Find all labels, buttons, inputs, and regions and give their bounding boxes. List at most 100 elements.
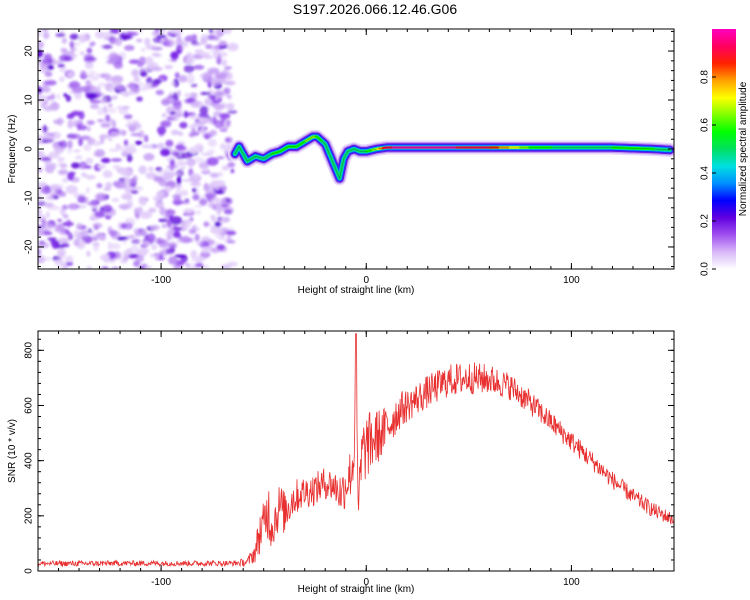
noise-blob [184,218,192,228]
snr-ytick-label: 600 [24,397,35,414]
noise-blob [48,205,61,211]
noise-blob [178,75,188,83]
noise-blob [69,40,75,49]
noise-blob [152,196,162,201]
noise-blob [130,133,142,137]
noise-blob [47,64,54,70]
noise-blob [133,76,140,83]
noise-blob [204,134,210,140]
noise-blob [78,33,89,42]
noise-blob [213,103,224,111]
noise-blob [83,74,95,78]
noise-blob [38,150,45,159]
noise-blob [223,125,229,130]
noise-blob [206,34,216,40]
snr-panel: -100 0 100 0 200 400 600 800 Height of straight… [7,330,675,595]
noise-blob [80,135,91,140]
noise-blob [91,85,97,94]
noise-blob [57,218,62,223]
noise-blob [207,149,216,153]
noise-blob [223,209,233,215]
noise-blob [198,52,211,56]
noise-blob [131,122,142,130]
noise-blob [81,172,88,178]
noise-blob [136,96,143,102]
noise-blob [62,214,69,219]
noise-blob [118,108,129,115]
noise-blob [94,86,101,94]
noise-blob [102,170,113,179]
noise-blob [38,200,47,206]
noise-blob [86,47,93,54]
noise-blob [164,39,175,48]
spectrogram-xtick-label: -100 [151,275,171,286]
snr-ytick-label: 200 [24,507,35,524]
noise-blob [219,113,231,119]
noise-blob [217,29,224,36]
noise-blob [155,89,165,96]
noise-blob [214,185,220,191]
noise-blob [107,103,113,108]
noise-blob [201,152,214,156]
noise-blob [144,38,151,46]
noise-blob [142,242,151,247]
noise-blob [172,102,182,110]
noise-blob [226,94,232,100]
snr-frame [37,330,675,572]
noise-blob [96,232,103,240]
noise-blob [230,43,236,49]
noise-blob [38,248,42,256]
noise-blob [203,55,213,59]
noise-blob [108,148,119,152]
noise-blob [133,228,142,235]
noise-blob [181,152,193,159]
noise-blob [218,236,226,240]
noise-blob [196,242,204,246]
noise-blob [164,208,175,218]
noise-blob [57,245,65,249]
noise-blob [172,231,181,239]
spectrogram-ytick-label: 0 [24,146,35,152]
noise-blob [214,119,225,129]
noise-blob [107,107,117,114]
noise-blob [83,144,92,152]
noise-blob [221,203,229,208]
noise-blob [169,92,174,97]
noise-blob [85,187,90,194]
noise-blob [40,257,52,261]
noise-blob [86,250,91,257]
noise-blob [103,187,112,191]
noise-blob [67,140,73,149]
spectrogram-xlabel: Height of straight line (km) [298,285,415,296]
noise-blob [144,234,149,240]
noise-blob [193,121,205,127]
snr-xlabel: Height of straight line (km) [298,584,415,595]
noise-blob [200,36,208,45]
noise-blob [85,79,92,87]
noise-blob [216,244,226,250]
noise-blob [141,228,148,237]
noise-blob [201,170,211,175]
noise-blob [213,180,226,187]
noise-blob [194,233,200,242]
noise-blob [219,128,228,132]
noise-blob [189,114,198,120]
noise-blob [115,85,126,90]
noise-blob [174,72,180,79]
noise-blob [136,82,145,86]
noise-blob [54,146,65,154]
noise-blob [226,234,232,242]
colorbar: 0.0 0.2 0.4 0.6 0.8 Normalized spectral ampl… [700,29,749,276]
noise-blob [38,135,43,142]
noise-blob [126,83,136,89]
spectrogram-ridge [228,129,674,186]
noise-blob [146,76,153,85]
colorbar-tick-label: 0.4 [700,166,711,180]
noise-blob [111,75,124,83]
noise-blob [115,143,120,150]
noise-blob [191,127,196,137]
noise-blob [44,162,56,169]
noise-blob [117,222,123,230]
noise-blob [94,149,106,158]
